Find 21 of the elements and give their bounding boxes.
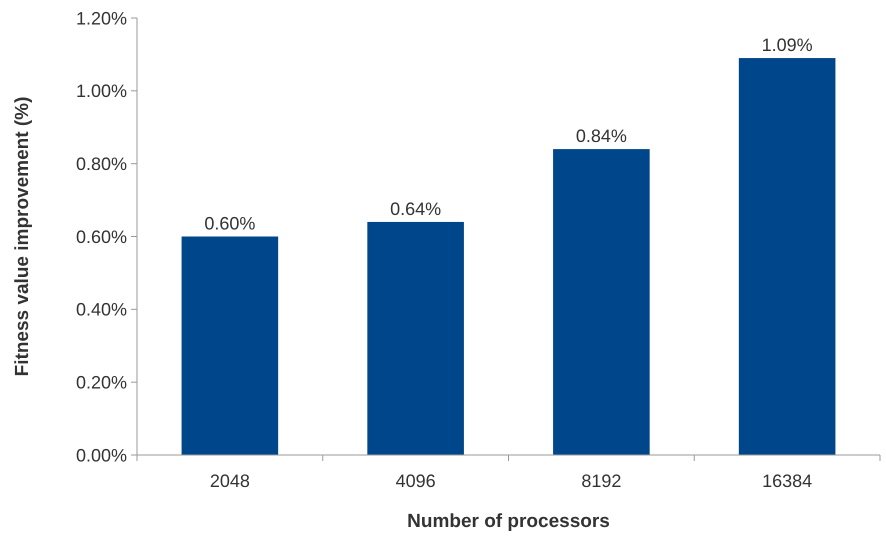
x-tick-label: 16384: [762, 471, 812, 491]
x-tick-label: 4096: [396, 471, 436, 491]
y-tick-label: 1.00%: [76, 81, 127, 102]
data-label: 0.64%: [390, 198, 442, 219]
y-tick-label: 0.60%: [76, 226, 127, 247]
bar: [738, 58, 836, 455]
y-tick-label: 0.00%: [76, 445, 127, 466]
data-label: 1.09%: [762, 35, 813, 56]
bar: [182, 236, 278, 455]
bar: [553, 149, 650, 455]
y-tick-label: 0.40%: [76, 300, 127, 320]
x-tick-label: 2048: [210, 471, 250, 491]
x-tick-label: 8192: [581, 471, 622, 491]
data-label: 0.60%: [204, 214, 256, 234]
bar: [367, 222, 464, 455]
x-axis-title: Number of processors: [407, 511, 610, 532]
y-tick-label: 0.80%: [76, 154, 127, 174]
data-label: 0.84%: [576, 126, 627, 146]
y-axis-title: Fitness value improvement (%): [12, 96, 33, 376]
y-tick-label: 1.20%: [76, 8, 127, 28]
y-tick-label: 0.20%: [76, 372, 127, 392]
